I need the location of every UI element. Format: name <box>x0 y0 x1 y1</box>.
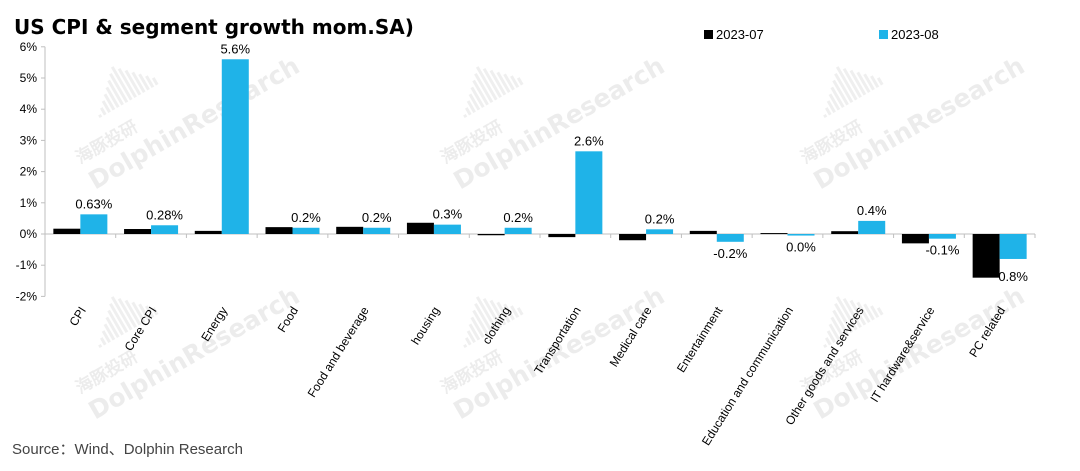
bar-2023-08 <box>504 227 532 234</box>
x-tick-label: Food and beverage <box>305 304 372 400</box>
bar-2023-07 <box>831 231 859 234</box>
bar-2023-07 <box>548 234 576 238</box>
bar-2023-07 <box>265 227 293 234</box>
bar-2023-08 <box>787 234 815 236</box>
bar-2023-07 <box>972 234 1000 278</box>
data-labels: 0.63% 0.28% 5.6% 0.2% 0.2% 0.3% 0.2% 2.6% 0.2% -0… <box>75 41 1028 284</box>
data-label: 0.28% <box>146 207 183 222</box>
data-label: 0.63% <box>75 196 112 211</box>
bar-2023-08 <box>151 225 179 234</box>
chart-title: US CPI & segment growth mom.SA) <box>14 15 414 39</box>
x-tick-label: CPI <box>66 304 88 328</box>
bar-2023-07 <box>689 230 717 234</box>
bar-2023-07 <box>336 226 364 234</box>
data-label: 0.2% <box>362 210 392 225</box>
axes: -2% -1% 0% 1% 2% 3% 4% 5% 6% <box>16 40 1036 303</box>
y-tick-label: 3% <box>20 133 38 147</box>
bar-2023-07 <box>53 228 81 234</box>
bar-2023-08 <box>433 224 461 234</box>
y-tick-label: 6% <box>20 40 38 54</box>
bar-2023-07 <box>760 233 788 235</box>
legend-swatch-2023-07 <box>704 30 713 39</box>
bar-2023-08 <box>575 151 603 234</box>
data-label: 0.8% <box>998 269 1028 284</box>
data-label: 0.4% <box>857 203 887 218</box>
data-label: 0.2% <box>291 210 321 225</box>
data-label: -0.2% <box>713 246 747 261</box>
y-tick-label: -2% <box>16 289 38 303</box>
data-label: 0.3% <box>433 207 463 222</box>
bar-2023-08 <box>646 229 674 234</box>
y-tick-label: 5% <box>20 71 38 85</box>
data-label: 0.2% <box>503 210 533 225</box>
bar-2023-07 <box>124 229 152 234</box>
bar-2023-08 <box>858 220 886 234</box>
data-label: 5.6% <box>220 41 250 56</box>
bar-2023-08 <box>292 227 320 234</box>
bar-2023-07 <box>619 234 647 241</box>
data-label: 0.0% <box>786 240 816 255</box>
legend-label-2023-08: 2023-08 <box>891 27 939 42</box>
bar-2023-08 <box>363 227 391 234</box>
bar-2023-08 <box>928 234 956 239</box>
x-tick-label: Entertainment <box>674 304 726 375</box>
y-tick-label: 0% <box>20 227 38 241</box>
source-note: Source：Wind、Dolphin Research <box>12 441 243 458</box>
y-tick-label: -1% <box>16 258 38 272</box>
legend-label-2023-07: 2023-07 <box>716 27 764 42</box>
legend: 2023-07 2023-08 <box>704 27 939 42</box>
data-label: 2.6% <box>574 133 604 148</box>
y-tick-label: 2% <box>20 165 38 179</box>
bar-2023-08 <box>221 59 249 234</box>
y-tick-label: 1% <box>20 196 38 210</box>
bar-2023-08 <box>716 234 744 242</box>
x-tick-label: housing <box>408 304 442 347</box>
bar-2023-08 <box>999 234 1027 259</box>
bar-2023-08 <box>80 214 108 234</box>
data-label: -0.1% <box>925 243 959 258</box>
bar-2023-07 <box>194 230 222 234</box>
data-label: 0.2% <box>645 211 675 226</box>
y-tick-label: 4% <box>20 102 38 116</box>
bar-2023-07 <box>406 222 434 234</box>
bar-2023-07 <box>901 234 929 244</box>
bar-2023-07 <box>477 234 505 236</box>
bars <box>53 59 1027 278</box>
legend-swatch-2023-08 <box>879 30 888 39</box>
